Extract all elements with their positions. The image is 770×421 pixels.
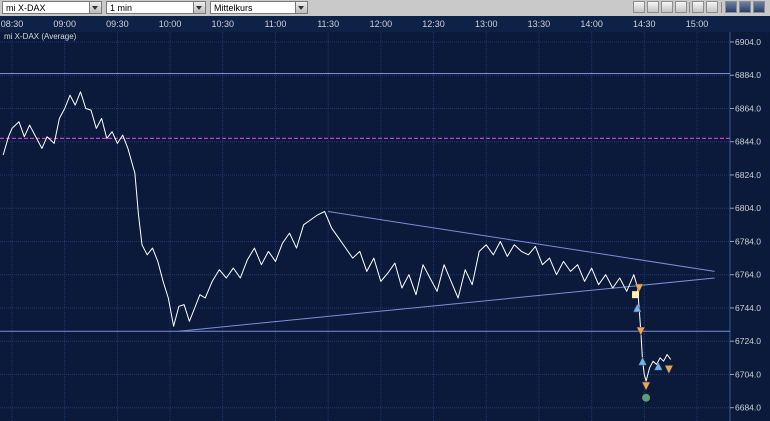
x-tick-label: 12:30 <box>422 19 445 29</box>
x-tick-label: 10:30 <box>212 19 235 29</box>
y-axis: 6904.0 6884.0 6864.0 6844.0 6824.0 6804.0 6784… <box>729 32 770 421</box>
x-tick-label: 09:30 <box>106 19 129 29</box>
y-tick-label: 6684.0 <box>735 403 761 413</box>
chevron-down-icon[interactable] <box>193 2 205 13</box>
grid <box>0 16 730 421</box>
x-tick-label: 14:00 <box>580 19 603 29</box>
interval-select[interactable]: 1 min <box>106 1 206 14</box>
chevron-down-icon[interactable] <box>89 2 101 13</box>
sell-signal-marker <box>634 283 644 293</box>
price-axis-band <box>730 32 770 421</box>
price-chart[interactable]: 08:30 09:00 09:30 10:00 10:30 11:00 11:30 12:00… <box>0 16 770 421</box>
y-tick-label: 6704.0 <box>735 369 761 379</box>
trend-line <box>178 277 715 332</box>
time-axis-band <box>0 16 770 32</box>
y-tick-label: 6764.0 <box>735 270 761 280</box>
chart-toolbar: mi X-DAX 1 min Mittelkurs <box>0 0 770 17</box>
y-tick-label: 6724.0 <box>735 336 761 346</box>
trend-line <box>328 211 715 272</box>
signal-markers <box>632 283 674 402</box>
interval-value: 1 min <box>110 3 133 13</box>
chevron-down-icon[interactable] <box>295 2 307 13</box>
y-tick-label: 6744.0 <box>735 303 761 313</box>
x-tick-label: 14:30 <box>633 19 656 29</box>
sell-signal-marker <box>664 365 674 375</box>
price-series <box>2 91 672 382</box>
x-tick-label: 11:30 <box>317 19 339 29</box>
draw-line-icon[interactable] <box>633 1 645 13</box>
x-tick-label: 12:00 <box>370 19 393 29</box>
square-marker <box>632 291 640 299</box>
eraser-icon[interactable] <box>675 1 687 13</box>
chart-title: mi X-DAX (Average) <box>4 32 77 41</box>
grid-icon[interactable] <box>692 1 704 13</box>
table-icon[interactable] <box>706 1 718 13</box>
channel-icon[interactable] <box>647 1 659 13</box>
x-axis: 08:30 09:00 09:30 10:00 10:30 11:00 11:30 12:00… <box>0 16 770 32</box>
settings-icon[interactable] <box>725 1 737 13</box>
price-line <box>2 91 672 382</box>
instrument-value: mi X-DAX <box>6 3 46 13</box>
circle-marker <box>642 393 651 402</box>
x-tick-label: 11:00 <box>265 19 287 29</box>
x-tick-label: 09:00 <box>53 19 76 29</box>
buy-signal-marker <box>653 361 663 371</box>
sell-signal-marker <box>636 326 646 336</box>
x-tick-label: 08:30 <box>1 19 24 29</box>
fibonacci-icon[interactable] <box>661 1 673 13</box>
price-type-select[interactable]: Mittelkurs <box>210 1 308 14</box>
y-tick-label: 6864.0 <box>735 103 761 113</box>
x-tick-label: 15:00 <box>686 19 709 29</box>
info-icon[interactable] <box>753 1 765 13</box>
toolbar-divider <box>689 2 690 13</box>
instrument-select[interactable]: mi X-DAX <box>2 1 102 14</box>
buy-signal-marker <box>638 356 647 366</box>
x-tick-label: 13:00 <box>475 19 498 29</box>
y-tick-label: 6884.0 <box>735 70 761 80</box>
sell-signal-marker <box>641 381 651 391</box>
y-tick-label: 6904.0 <box>735 37 761 47</box>
x-tick-label: 10:00 <box>159 19 182 29</box>
y-tick-label: 6844.0 <box>735 137 761 147</box>
y-tick-label: 6804.0 <box>735 203 761 213</box>
x-tick-label: 13:30 <box>528 19 551 29</box>
price-type-value: Mittelkurs <box>214 3 253 13</box>
toolbar-divider <box>721 2 722 13</box>
drawn-lines <box>0 73 730 332</box>
zoom-icon[interactable] <box>739 1 751 13</box>
buy-signal-marker <box>632 303 642 313</box>
y-tick-label: 6784.0 <box>735 236 761 246</box>
y-tick-label: 6824.0 <box>735 170 761 180</box>
